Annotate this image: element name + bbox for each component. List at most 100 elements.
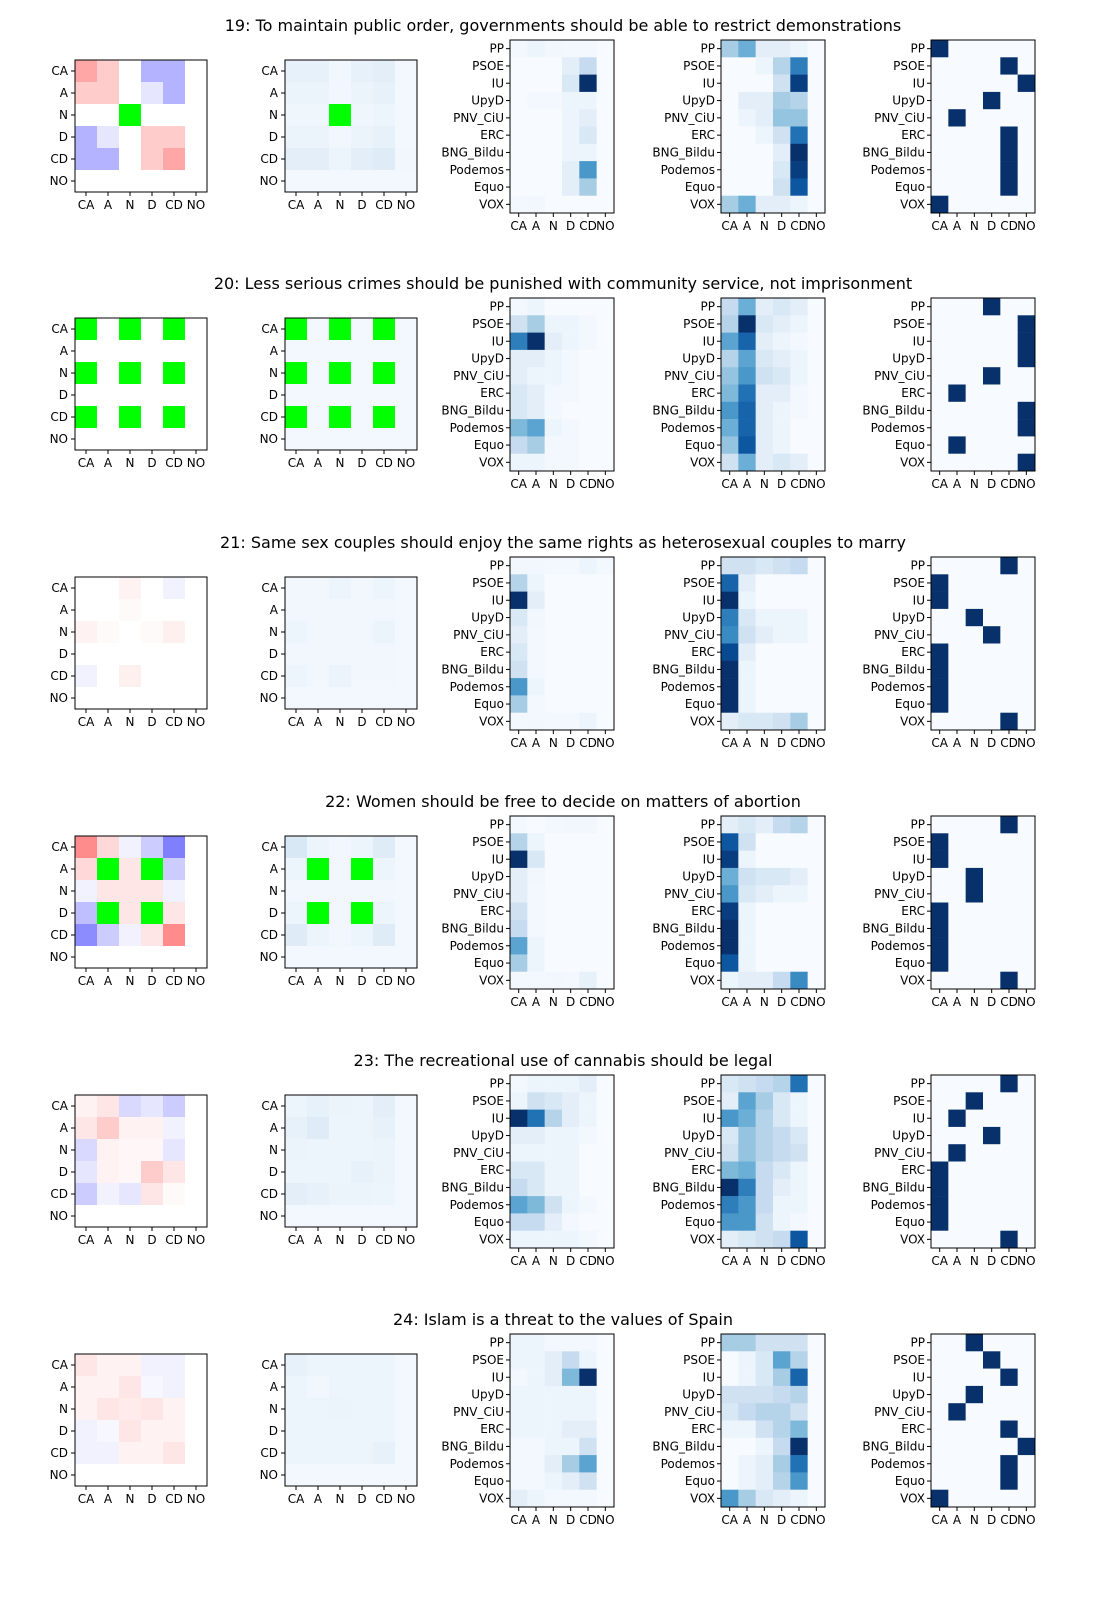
heatmap-cell [755,401,774,420]
party-label: PP [911,818,925,832]
heatmap-cell [773,195,791,214]
heatmap-cell [721,712,739,731]
heatmap-cell [965,902,984,921]
x-tick-label: D [147,1233,156,1247]
heatmap-cell [329,1376,352,1399]
heatmap-cell [738,557,756,575]
heatmap-cell [119,1205,142,1228]
heatmap-cell [544,419,563,437]
heatmap-cell [97,665,120,688]
x-tick-label: A [314,1492,323,1506]
party-label: PNV_CiU [874,887,925,901]
heatmap-cell [983,419,1001,437]
heatmap-cell [97,1354,120,1377]
heatmap-cell [510,1489,528,1508]
x-tick-label: CD [1000,477,1018,491]
heatmap-cell [119,82,142,105]
heatmap-cell [965,643,984,662]
heatmap-cell [510,937,528,955]
heatmap-cell [579,643,597,662]
heatmap-cell [931,401,949,420]
x-tick-label: N [760,477,769,491]
heatmap-cell [773,178,791,196]
heatmap-cell [773,298,791,316]
heatmap-cell [1017,1368,1036,1387]
heatmap-cell [119,836,142,859]
y-tick-label: D [269,906,278,920]
heatmap-cell [119,1117,142,1140]
x-tick-label: CA [931,1254,948,1268]
heatmap-cell [807,919,826,938]
heatmap-cell [544,574,563,592]
heatmap-cell [1000,1403,1018,1421]
x-tick-label: NO [807,1254,825,1268]
heatmap-cell [185,1095,208,1118]
heatmap-cell [579,1368,597,1387]
heatmap-cell [562,1403,580,1421]
heatmap-cell [721,1368,739,1387]
heatmap-cell [510,1437,528,1456]
heatmap-cell [527,1351,545,1369]
heatmap-cell [163,406,186,429]
axes-frame [284,317,418,451]
heatmap-cell [931,332,949,351]
x-tick-label: NO [1017,219,1035,233]
heatmap-cell [510,816,528,834]
heatmap-cell [544,695,563,713]
heatmap-cell [1000,1385,1018,1404]
heatmap-cell [790,937,808,955]
x-tick-label: A [953,995,962,1009]
heatmap-cell [119,946,142,969]
heatmap-cell [141,60,164,83]
heatmap-cell [965,1126,984,1145]
heatmap-cell [931,195,949,214]
heatmap-cell [373,126,396,149]
heatmap-cell [931,1489,949,1508]
heatmap-cell [721,1196,739,1214]
heatmap-cell [562,298,580,316]
heatmap-cell [97,1095,120,1118]
heatmap-cell [185,148,208,171]
heatmap-cell [773,816,791,834]
heatmap-cell [185,687,208,710]
heatmap-cell [931,57,949,75]
heatmap-cell [1000,91,1018,110]
heatmap-cell [790,1403,808,1421]
heatmap-cell [527,695,545,713]
party-label: VOX [479,973,504,987]
party-label: Podemos [871,421,925,435]
heatmap-cell [97,406,120,429]
heatmap-cell [738,1351,756,1369]
y-tick-label: CA [261,1099,278,1113]
heatmap-cell [807,1351,826,1369]
heatmap-cell [373,880,396,903]
heatmap-cell [351,362,374,385]
x-tick-label: A [953,1254,962,1268]
heatmap-cell [1017,349,1036,368]
heatmap-cell [1017,419,1036,437]
party-heatmap-party_argmax: PPPSOEIUUpyDPNV_CiUERCBNG_BilduPodemosEq… [862,815,1036,1009]
x-tick-label: A [532,995,541,1009]
heatmap-cell [755,40,774,58]
party-label: VOX [690,1232,715,1246]
axes-frame [284,1094,418,1228]
heatmap-cell [544,608,563,627]
heatmap-cell [373,577,396,600]
party-label: Podemos [871,939,925,953]
heatmap-cell [75,1183,98,1206]
heatmap-cell [285,880,308,903]
heatmap-cell [721,178,739,196]
heatmap-cell [75,126,98,149]
heatmap-cell [807,971,826,990]
heatmap-cell [97,687,120,710]
heatmap-cell [721,937,739,955]
x-tick-label: D [357,198,366,212]
party-label: VOX [900,197,925,211]
heatmap-cell [510,660,528,679]
heatmap-cell [596,816,615,834]
heatmap-cell [285,362,308,385]
heatmap-cell [965,626,984,644]
y-tick-label: CA [51,581,68,595]
x-tick-label: N [970,995,979,1009]
heatmap-cell [773,1075,791,1093]
